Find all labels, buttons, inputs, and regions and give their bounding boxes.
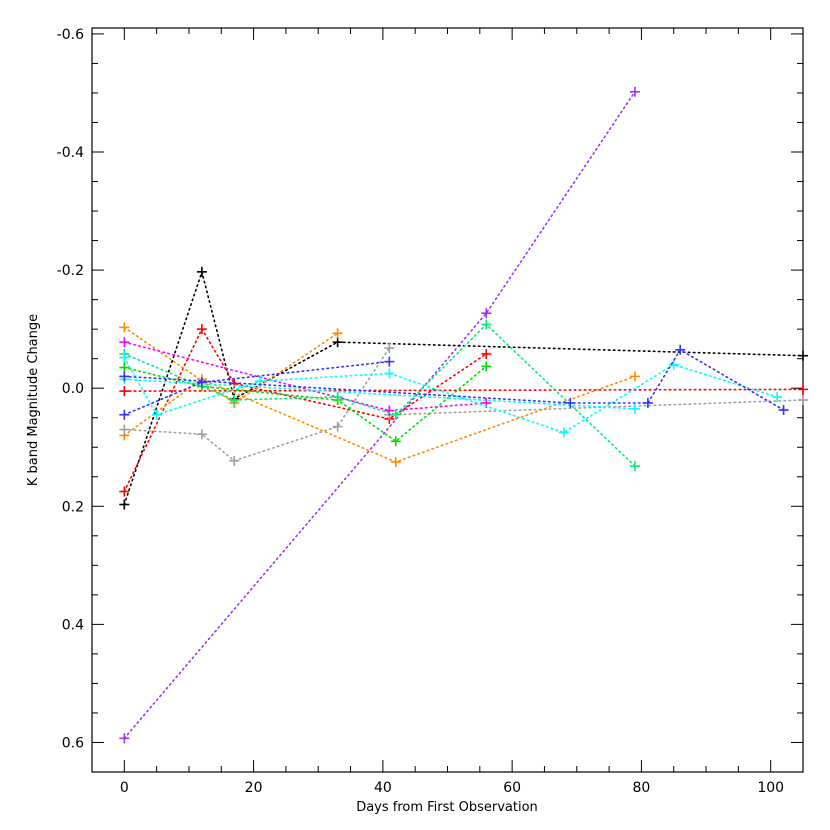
data-point-marker [119, 371, 130, 382]
series-13 [119, 356, 395, 420]
y-tick-label: 0.2 [62, 499, 84, 515]
data-point-marker [390, 409, 401, 420]
y-tick-label: -0.2 [57, 263, 84, 279]
data-point-marker [565, 397, 576, 408]
series-line [123, 326, 339, 404]
series-0 [119, 86, 640, 744]
data-point-marker [668, 359, 679, 370]
x-tick-label: 20 [245, 780, 263, 796]
data-point-marker [119, 337, 130, 348]
series-line [123, 347, 391, 462]
data-point-marker [384, 356, 395, 367]
data-point-marker [481, 361, 492, 372]
data-point-marker [629, 371, 640, 382]
x-tick-label: 60 [503, 780, 521, 796]
x-axis: 0 20 40 60 80 100 [120, 28, 804, 796]
data-point-marker [629, 403, 640, 414]
data-point-marker [332, 392, 343, 403]
data-point-marker [778, 405, 789, 416]
y-tick-label: -0.4 [57, 145, 84, 161]
data-point-marker [196, 266, 207, 277]
data-point-marker [332, 337, 343, 348]
series-2 [119, 324, 492, 497]
series-line [123, 327, 488, 493]
data-point-marker [119, 499, 130, 510]
y-tick-label: -0.6 [57, 27, 84, 43]
series-line [123, 378, 636, 410]
data-point-marker [798, 384, 808, 395]
x-axis-title: Days from First Observation [356, 800, 538, 815]
data-point-marker [332, 421, 343, 432]
data-point-marker [119, 486, 130, 497]
data-point-marker [558, 427, 569, 438]
series-line [123, 269, 804, 506]
data-point-marker [384, 343, 395, 354]
series-layer [119, 86, 808, 744]
data-point-marker [390, 436, 401, 447]
series-3 [119, 384, 808, 397]
data-point-marker [229, 395, 240, 405]
series-line [123, 388, 804, 392]
data-point-marker [196, 429, 207, 440]
y-tick-label: 0.0 [62, 381, 84, 397]
data-point-marker [119, 424, 130, 435]
data-point-marker [119, 409, 130, 420]
data-point-marker [390, 457, 401, 467]
data-point-marker [196, 324, 207, 335]
series-line [388, 399, 804, 416]
series-line [123, 375, 636, 463]
series-8 [119, 337, 492, 416]
data-point-marker [798, 395, 808, 405]
y-tick-label: 0.4 [62, 617, 84, 633]
data-point-marker [384, 368, 395, 379]
series-10 [119, 319, 640, 472]
series-line [123, 360, 391, 416]
y-axis-title: K band Magnitude Change [26, 314, 41, 486]
data-point-marker [675, 344, 686, 355]
data-point-marker [119, 352, 130, 363]
data-point-marker [119, 322, 130, 333]
x-tick-label: 0 [120, 780, 129, 796]
data-point-marker [332, 328, 343, 339]
data-point-marker [481, 308, 492, 319]
series-line [123, 341, 488, 412]
data-point-marker [629, 461, 640, 472]
data-point-marker [119, 362, 130, 373]
data-point-marker [798, 350, 808, 361]
data-point-marker [151, 409, 162, 420]
series-14 [119, 344, 789, 416]
data-point-marker [384, 405, 395, 416]
data-point-marker [229, 455, 240, 466]
series-11 [119, 352, 783, 438]
x-tick-label: 40 [374, 780, 392, 796]
data-point-marker [119, 386, 130, 397]
x-tick-label: 80 [632, 780, 650, 796]
data-point-marker [629, 86, 640, 97]
data-point-marker [772, 392, 783, 403]
series-12 [119, 374, 640, 414]
data-point-marker [481, 348, 492, 359]
series-line [123, 323, 636, 467]
data-point-marker [642, 397, 653, 408]
data-point-marker [196, 377, 207, 388]
x-tick-label: 100 [757, 780, 784, 796]
data-point-marker [119, 733, 130, 744]
y-tick-label: 0.6 [62, 735, 84, 751]
series-line [123, 91, 636, 740]
data-point-marker [481, 319, 492, 330]
y-axis: 0.6 0.4 0.2 0.0 -0.2 -0.4 -0.6 [57, 27, 803, 773]
series-6 [119, 343, 395, 466]
plot-frame [91, 27, 804, 773]
